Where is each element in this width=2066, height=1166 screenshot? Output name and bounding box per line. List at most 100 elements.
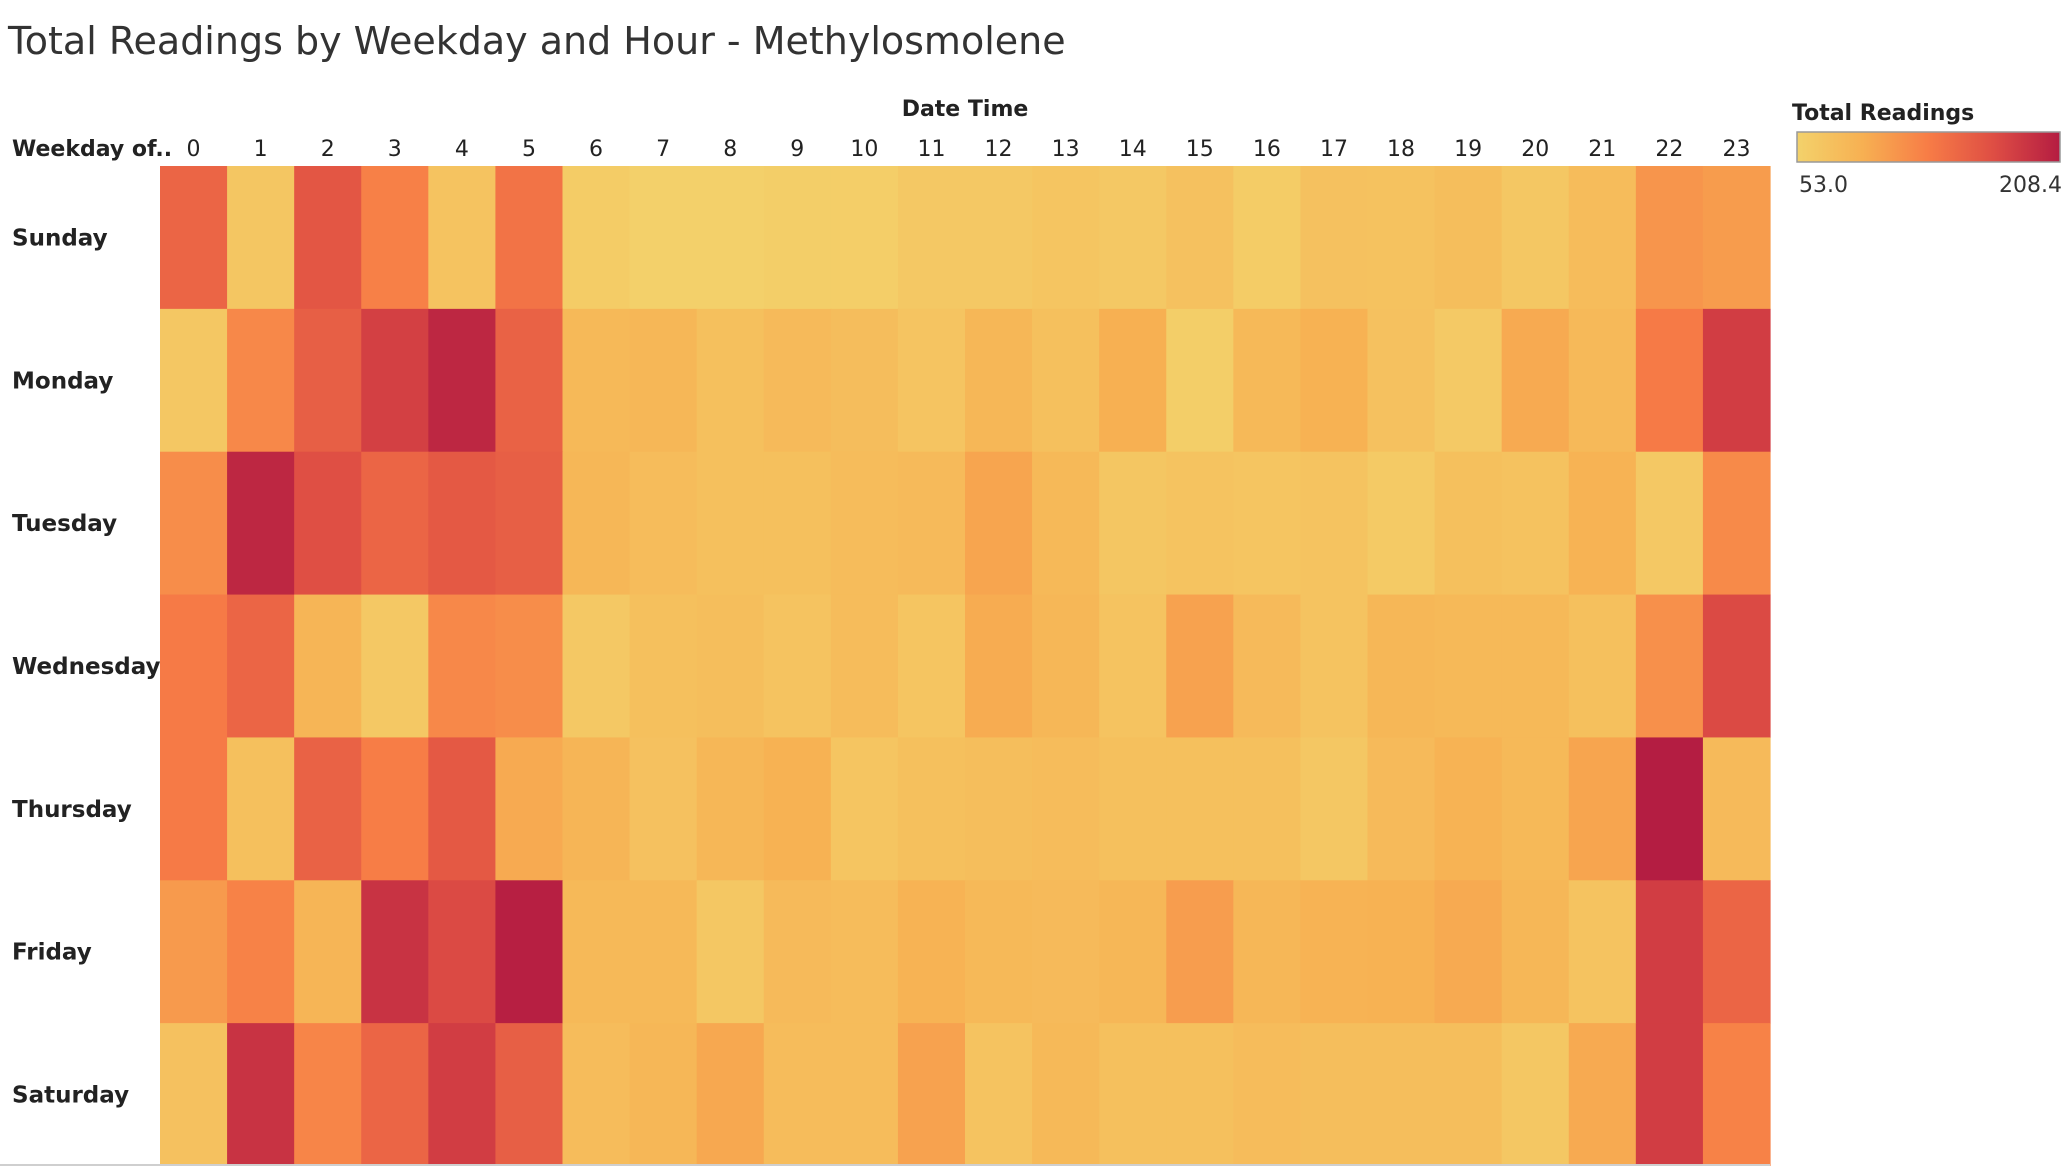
- heatmap-cell-sunday-23: [1702, 166, 1771, 310]
- heatmap-cell-monday-0: [160, 308, 228, 453]
- heatmap-cell-tuesday-8: [696, 451, 765, 596]
- heatmap-cell-wednesday-4: [428, 594, 497, 739]
- heatmap-cell-saturday-6: [562, 1023, 631, 1166]
- heatmap-cell-sunday-18: [1367, 166, 1436, 310]
- heatmap-cell-wednesday-16: [1233, 594, 1302, 739]
- heatmap-cell-wednesday-11: [897, 594, 966, 739]
- heatmap-cell-saturday-16: [1233, 1023, 1302, 1166]
- heatmap-cell-sunday-15: [1166, 166, 1234, 310]
- heatmap-cell-tuesday-13: [1032, 451, 1100, 596]
- heatmap-cell-monday-14: [1099, 308, 1167, 453]
- heatmap-cell-monday-7: [629, 308, 698, 453]
- heatmap-cell-friday-8: [696, 880, 765, 1024]
- heatmap-cell-friday-22: [1635, 880, 1704, 1024]
- heatmap-cell-sunday-2: [294, 166, 362, 310]
- heatmap-cell-monday-13: [1032, 308, 1100, 453]
- legend-title: Total Readings: [1792, 101, 1974, 126]
- heatmap-cell-thursday-21: [1568, 737, 1637, 881]
- x-tick-label: 16: [1253, 137, 1281, 162]
- heatmap-cell-tuesday-15: [1166, 451, 1234, 596]
- heatmap-cell-wednesday-15: [1166, 594, 1234, 739]
- heatmap-cell-monday-22: [1635, 308, 1704, 453]
- heatmap-cell-thursday-22: [1635, 737, 1704, 881]
- heatmap-cell-thursday-7: [629, 737, 698, 881]
- heatmap-cell-sunday-4: [428, 166, 497, 310]
- x-tick-label: 4: [455, 137, 469, 162]
- heatmap-cell-saturday-2: [294, 1023, 362, 1166]
- heatmap-cell-friday-20: [1501, 880, 1570, 1024]
- heatmap-cell-sunday-9: [763, 166, 832, 310]
- heatmap-cell-sunday-11: [897, 166, 966, 310]
- x-tick-label: 6: [589, 137, 603, 162]
- heatmap-cell-saturday-5: [495, 1023, 564, 1166]
- x-tick-label: 21: [1588, 137, 1616, 162]
- heatmap-cell-saturday-11: [897, 1023, 966, 1166]
- heatmap-cell-monday-16: [1233, 308, 1302, 453]
- heatmap-cell-monday-2: [294, 308, 362, 453]
- heatmap-cell-saturday-17: [1300, 1023, 1369, 1166]
- heatmap-cell-wednesday-18: [1367, 594, 1436, 739]
- legend-color-ramp: [1796, 131, 2061, 163]
- row-label: Tuesday: [12, 511, 117, 537]
- x-tick-label: 23: [1722, 137, 1750, 162]
- x-tick-label: 18: [1387, 137, 1415, 162]
- row-label: Sunday: [12, 225, 108, 251]
- row-label: Wednesday: [12, 654, 161, 680]
- x-axis-header: Date Time: [902, 97, 1029, 122]
- heatmap-cell-tuesday-2: [294, 451, 362, 596]
- heatmap-cell-monday-15: [1166, 308, 1234, 453]
- heatmap-cells: [160, 166, 1771, 1166]
- heatmap-cell-tuesday-0: [160, 451, 228, 596]
- heatmap-cell-friday-17: [1300, 880, 1369, 1024]
- heatmap-cell-sunday-12: [965, 166, 1033, 310]
- heatmap-cell-saturday-22: [1635, 1023, 1704, 1166]
- heatmap-cell-sunday-20: [1501, 166, 1570, 310]
- heatmap-cell-monday-1: [227, 308, 295, 453]
- heatmap-cell-monday-21: [1568, 308, 1637, 453]
- heatmap-cell-tuesday-7: [629, 451, 698, 596]
- heatmap-cell-friday-11: [897, 880, 966, 1024]
- heatmap-cell-sunday-14: [1099, 166, 1167, 310]
- x-tick-label: 12: [985, 137, 1013, 162]
- heatmap-cell-friday-2: [294, 880, 362, 1024]
- heatmap-cell-thursday-12: [965, 737, 1033, 881]
- heatmap-cell-thursday-17: [1300, 737, 1369, 881]
- heatmap-cell-saturday-0: [160, 1023, 228, 1166]
- heatmap-cell-monday-6: [562, 308, 631, 453]
- heatmap-cell-friday-5: [495, 880, 564, 1024]
- heatmap-cell-tuesday-17: [1300, 451, 1369, 596]
- x-tick-label: 0: [187, 137, 201, 162]
- heatmap-cell-tuesday-22: [1635, 451, 1704, 596]
- x-tick-label: 8: [723, 137, 737, 162]
- x-tick-label: 14: [1119, 137, 1147, 162]
- heatmap-cell-friday-9: [763, 880, 832, 1024]
- x-tick-label: 11: [917, 137, 945, 162]
- heatmap-cell-thursday-13: [1032, 737, 1100, 881]
- heatmap-cell-wednesday-9: [763, 594, 832, 739]
- heatmap-cell-friday-16: [1233, 880, 1302, 1024]
- heatmap-cell-tuesday-20: [1501, 451, 1570, 596]
- heatmap-cell-thursday-3: [361, 737, 429, 881]
- heatmap-cell-saturday-20: [1501, 1023, 1570, 1166]
- heatmap-cell-wednesday-12: [965, 594, 1033, 739]
- heatmap-cell-tuesday-3: [361, 451, 429, 596]
- heatmap-cell-friday-1: [227, 880, 295, 1024]
- x-tick-label: 22: [1655, 137, 1683, 162]
- heatmap-cell-wednesday-7: [629, 594, 698, 739]
- heatmap-cell-saturday-7: [629, 1023, 698, 1166]
- row-label: Monday: [12, 368, 113, 394]
- heatmap-cell-saturday-8: [696, 1023, 765, 1166]
- heatmap-cell-thursday-15: [1166, 737, 1234, 881]
- heatmap-cell-sunday-19: [1434, 166, 1503, 310]
- heatmap-cell-tuesday-14: [1099, 451, 1167, 596]
- heatmap-cell-sunday-5: [495, 166, 564, 310]
- heatmap-cell-friday-3: [361, 880, 429, 1024]
- x-tick-label: 19: [1454, 137, 1482, 162]
- heatmap-cell-thursday-1: [227, 737, 295, 881]
- heatmap-cell-monday-17: [1300, 308, 1369, 453]
- row-label: Saturday: [12, 1083, 129, 1109]
- heatmap-cell-friday-4: [428, 880, 497, 1024]
- heatmap-cell-wednesday-8: [696, 594, 765, 739]
- heatmap-cell-saturday-4: [428, 1023, 497, 1166]
- color-legend: Total Readings 53.0 208.4: [1792, 101, 2062, 198]
